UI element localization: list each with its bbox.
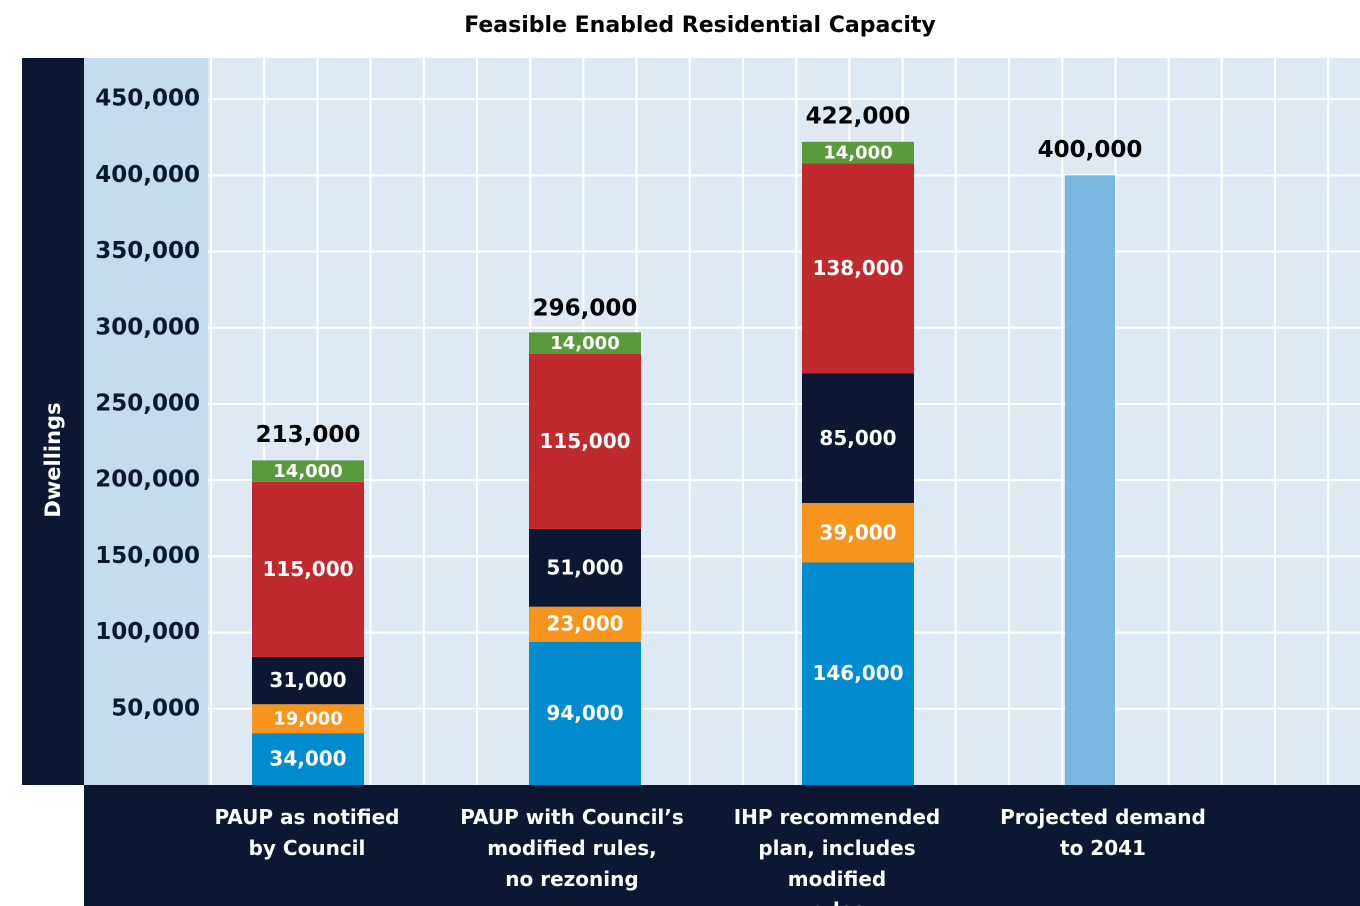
bar-segment (529, 606, 641, 642)
y-tick-label: 250,000 (95, 390, 200, 416)
total-label: 422,000 (806, 103, 911, 129)
value-label: 19,000 (273, 709, 342, 730)
chart-title: Feasible Enabled Residential Capacity (464, 13, 936, 38)
value-label: 115,000 (262, 557, 353, 581)
bar-segment (802, 141, 914, 164)
bar-segment (529, 353, 641, 529)
total-label: 213,000 (256, 422, 361, 448)
value-label: 51,000 (546, 555, 623, 579)
y-axis-label: Dwellings (41, 402, 65, 517)
y-tick-label: 150,000 (95, 543, 200, 569)
y-axis-panel (84, 58, 208, 785)
bar-segment (802, 562, 914, 785)
y-tick-label: 200,000 (95, 467, 200, 493)
bar-segment (529, 528, 641, 607)
bar-segment (802, 503, 914, 563)
bar-segment (252, 656, 364, 705)
value-label: 14,000 (550, 333, 619, 354)
x-tick-label: PAUP with Council’s modified rules, no r… (460, 805, 684, 891)
total-label: 296,000 (533, 295, 638, 321)
x-axis-panel (84, 785, 1360, 906)
value-label: 14,000 (273, 461, 342, 482)
value-label: 85,000 (819, 426, 896, 450)
y-tick-label: 300,000 (95, 314, 200, 340)
bar-segment (252, 704, 364, 734)
y-tick-label: 50,000 (111, 695, 200, 721)
plot-area (208, 58, 1360, 785)
bar-segment (252, 733, 364, 785)
value-label: 14,000 (823, 142, 892, 163)
total-label: 400,000 (1038, 137, 1143, 163)
x-tick-label: PAUP as notified by Council (214, 805, 400, 860)
value-label: 138,000 (812, 256, 903, 280)
bar-segment (529, 332, 641, 354)
bar-segment (252, 460, 364, 482)
value-label: 115,000 (539, 429, 630, 453)
value-label: 94,000 (546, 701, 623, 725)
bar-segment (802, 163, 914, 374)
y-label-panel (22, 58, 84, 785)
y-tick-label: 100,000 (95, 619, 200, 645)
value-label: 23,000 (546, 612, 623, 636)
bar-segment (802, 373, 914, 504)
y-tick-label: 450,000 (95, 86, 200, 112)
y-tick-label: 350,000 (95, 238, 200, 264)
x-tick-label: Projected demand to 2041 (1000, 805, 1206, 860)
bar-segment (252, 481, 364, 657)
value-label: 146,000 (812, 661, 903, 685)
bar-segment (1065, 175, 1115, 786)
y-tick-label: 400,000 (95, 162, 200, 188)
value-label: 39,000 (819, 520, 896, 544)
bar-segment (529, 641, 641, 785)
value-label: 31,000 (269, 668, 346, 692)
value-label: 34,000 (269, 747, 346, 771)
x-tick-label: IHP recommended plan, includes modified … (733, 805, 941, 906)
